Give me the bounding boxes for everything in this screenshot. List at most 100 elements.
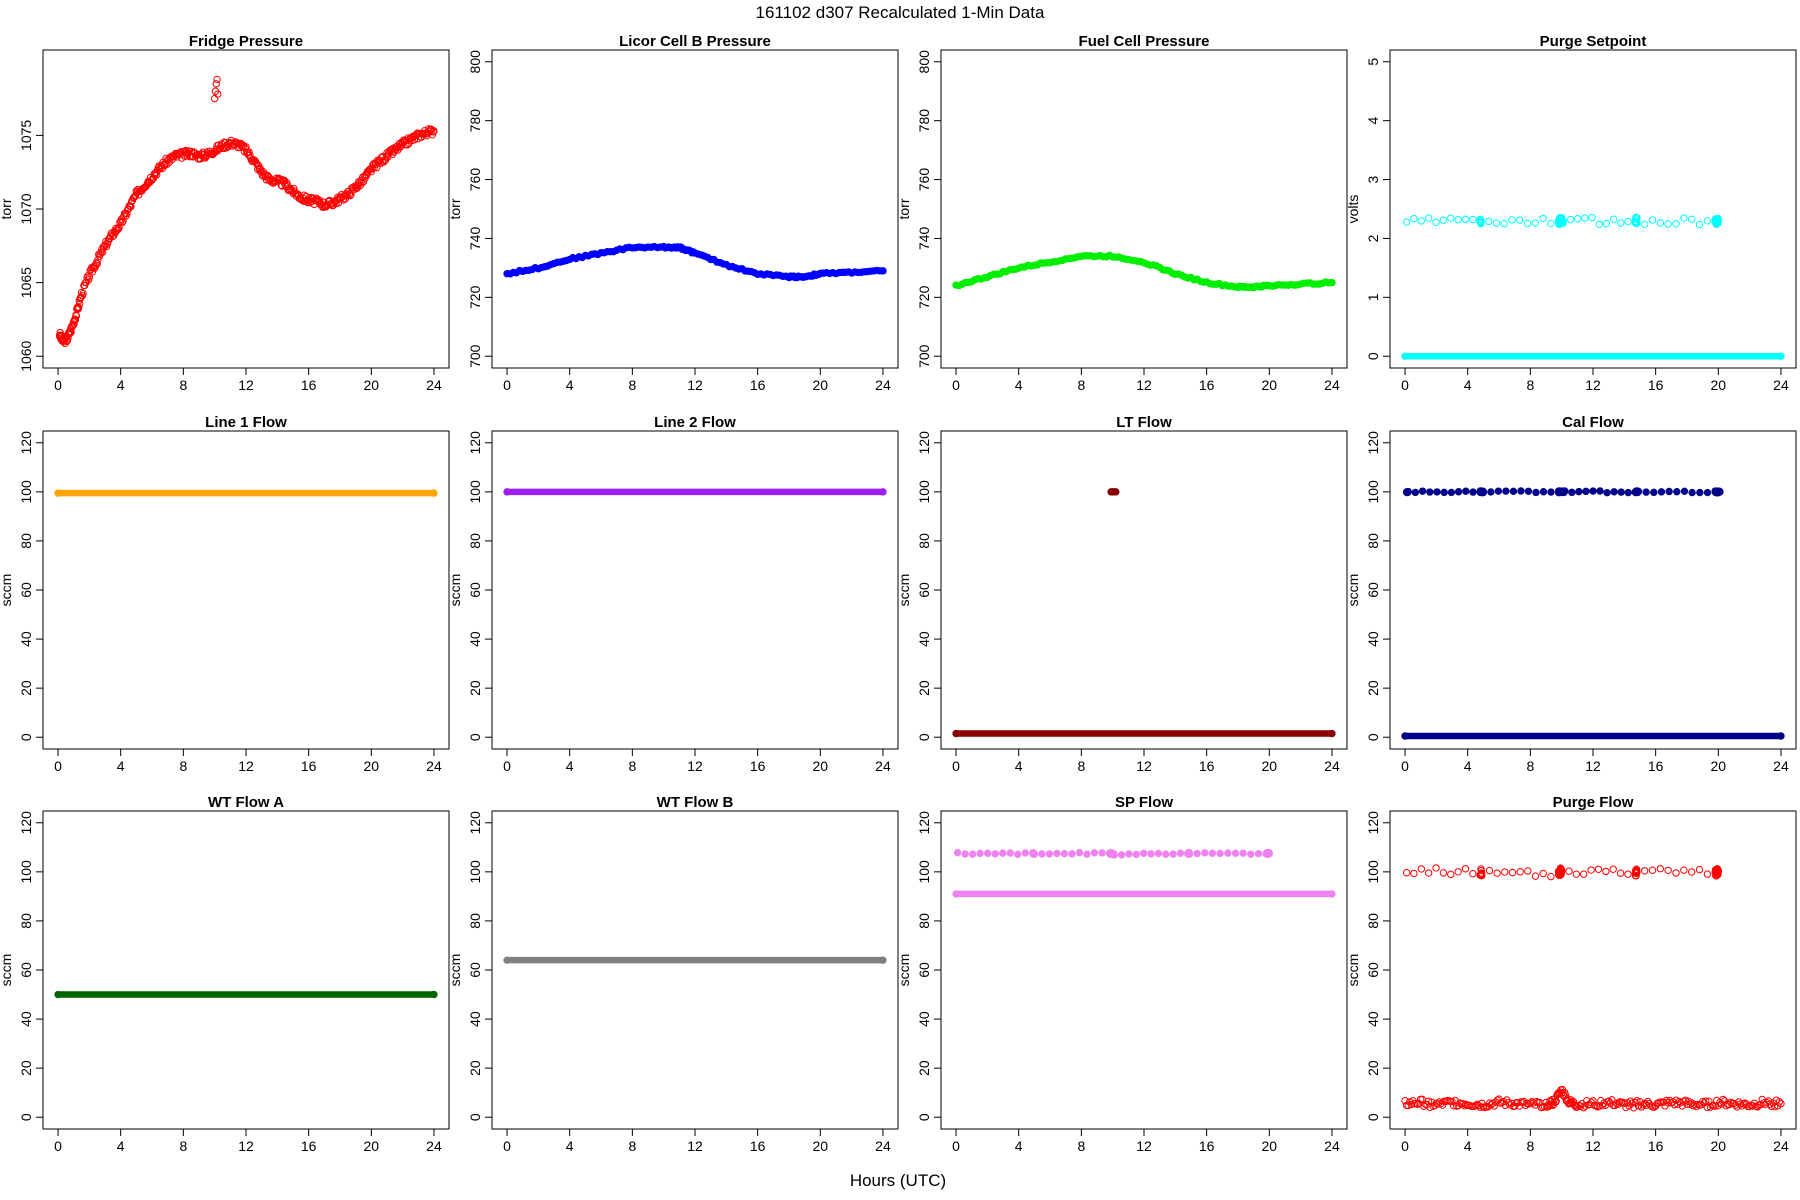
data-point xyxy=(1524,867,1532,875)
series-2 xyxy=(210,75,222,103)
data-point xyxy=(1609,215,1618,223)
data-point xyxy=(1594,865,1603,873)
data-point xyxy=(1477,866,1486,875)
x-tick-label: 4 xyxy=(1464,1138,1472,1154)
data-point xyxy=(1447,488,1456,497)
data-point xyxy=(1695,220,1704,229)
x-tick-label: 16 xyxy=(1199,377,1215,393)
data-point xyxy=(1231,849,1240,857)
data-point xyxy=(77,288,86,297)
y-tick-label: 1 xyxy=(1365,293,1381,301)
data-point xyxy=(1432,218,1440,227)
panel-1: Fridge Pressure torr 0 4 8 12 16 20 24 1060 1065 10… xyxy=(0,33,450,393)
x-tick-label: 16 xyxy=(750,1138,766,1154)
data-point xyxy=(1714,869,1722,877)
data-point xyxy=(1664,220,1672,228)
data-point xyxy=(1545,1102,1553,1110)
series-1 xyxy=(503,488,887,496)
x-tick-label: 24 xyxy=(875,377,891,393)
data-point xyxy=(1624,488,1632,497)
panel-12: Purge Flow sccm 0 4 8 12 16 20 24 0 20 40 60 80 100 120 xyxy=(1345,794,1797,1154)
y-tick-label: 0 xyxy=(916,733,932,741)
y-tick-label: 700 xyxy=(467,344,483,368)
panel-title: Purge Setpoint xyxy=(1540,33,1647,50)
x-tick-label: 12 xyxy=(1585,1138,1601,1154)
data-point xyxy=(1559,217,1567,226)
x-tick-label: 20 xyxy=(1262,377,1278,393)
data-point xyxy=(999,849,1007,857)
data-point xyxy=(1589,487,1597,495)
data-point xyxy=(1454,216,1462,224)
panel-title: Cal Flow xyxy=(1562,414,1624,431)
y-tick-label: 60 xyxy=(18,582,34,598)
series-2 xyxy=(1402,487,1724,497)
y-tick-label: 80 xyxy=(18,913,34,929)
series-1 xyxy=(952,251,1336,292)
data-point xyxy=(430,489,438,497)
data-point xyxy=(1411,488,1420,497)
data-point xyxy=(1714,219,1722,227)
data-point xyxy=(1162,850,1170,858)
data-point xyxy=(1775,1098,1784,1106)
plot-frame xyxy=(42,49,450,369)
x-tick-label: 16 xyxy=(1199,758,1215,774)
data-point xyxy=(1557,867,1566,875)
data-point xyxy=(1681,1096,1690,1105)
x-tick-label: 12 xyxy=(1136,758,1152,774)
data-point xyxy=(1193,849,1201,858)
data-point xyxy=(1426,1103,1434,1112)
data-point xyxy=(1083,850,1091,858)
x-tick-label: 12 xyxy=(1585,758,1601,774)
data-point xyxy=(1516,216,1524,224)
data-point xyxy=(430,127,438,135)
data-point xyxy=(250,156,259,165)
data-point xyxy=(430,990,438,999)
plot-frame xyxy=(1389,49,1797,369)
data-point xyxy=(1524,487,1533,495)
x-tick-label: 8 xyxy=(179,1138,187,1154)
data-point xyxy=(1492,219,1501,227)
panel-title: Line 2 Flow xyxy=(654,414,736,431)
data-point xyxy=(1418,487,1427,495)
data-point xyxy=(953,848,962,857)
data-point xyxy=(212,80,220,88)
data-point xyxy=(1328,729,1336,738)
data-point xyxy=(1502,487,1510,495)
data-point xyxy=(1254,849,1263,858)
data-point xyxy=(1147,850,1155,858)
x-tick-label: 12 xyxy=(1136,377,1152,393)
y-tick-label: 700 xyxy=(916,344,932,368)
y-tick-label: 60 xyxy=(467,582,483,598)
data-point xyxy=(1777,352,1785,360)
data-point xyxy=(1630,1104,1638,1112)
data-point xyxy=(1439,216,1448,224)
x-tick-label: 24 xyxy=(875,1138,891,1154)
y-tick-label: 800 xyxy=(467,50,483,74)
y-tick-label: 40 xyxy=(467,631,483,647)
data-point xyxy=(1461,865,1470,873)
data-point xyxy=(1633,1097,1641,1105)
x-tick-label: 24 xyxy=(1773,758,1789,774)
series-2 xyxy=(1107,488,1120,496)
data-point xyxy=(983,849,992,857)
y-tick-label: 80 xyxy=(1365,533,1381,549)
x-tick-label: 4 xyxy=(566,758,574,774)
y-tick-label: 800 xyxy=(916,50,932,74)
y-tick-label: 1070 xyxy=(18,193,34,224)
data-point xyxy=(1624,870,1632,878)
panel-6: Line 2 Flow sccm 0 4 8 12 16 20 24 0 20 40 60 80 100 12… xyxy=(447,414,899,774)
plot-frame xyxy=(491,49,899,369)
y-tick-label: 1060 xyxy=(18,340,34,371)
y-axis-label: torr xyxy=(896,198,912,219)
data-point xyxy=(1448,1097,1456,1106)
data-point xyxy=(1642,488,1650,496)
y-tick-label: 20 xyxy=(916,1060,932,1076)
data-point xyxy=(1559,1091,1567,1099)
data-point xyxy=(214,90,222,98)
data-point xyxy=(364,167,372,176)
y-tick-label: 80 xyxy=(18,533,34,549)
data-point xyxy=(1454,868,1462,876)
y-tick-label: 80 xyxy=(916,913,932,929)
data-point xyxy=(1719,1095,1727,1104)
